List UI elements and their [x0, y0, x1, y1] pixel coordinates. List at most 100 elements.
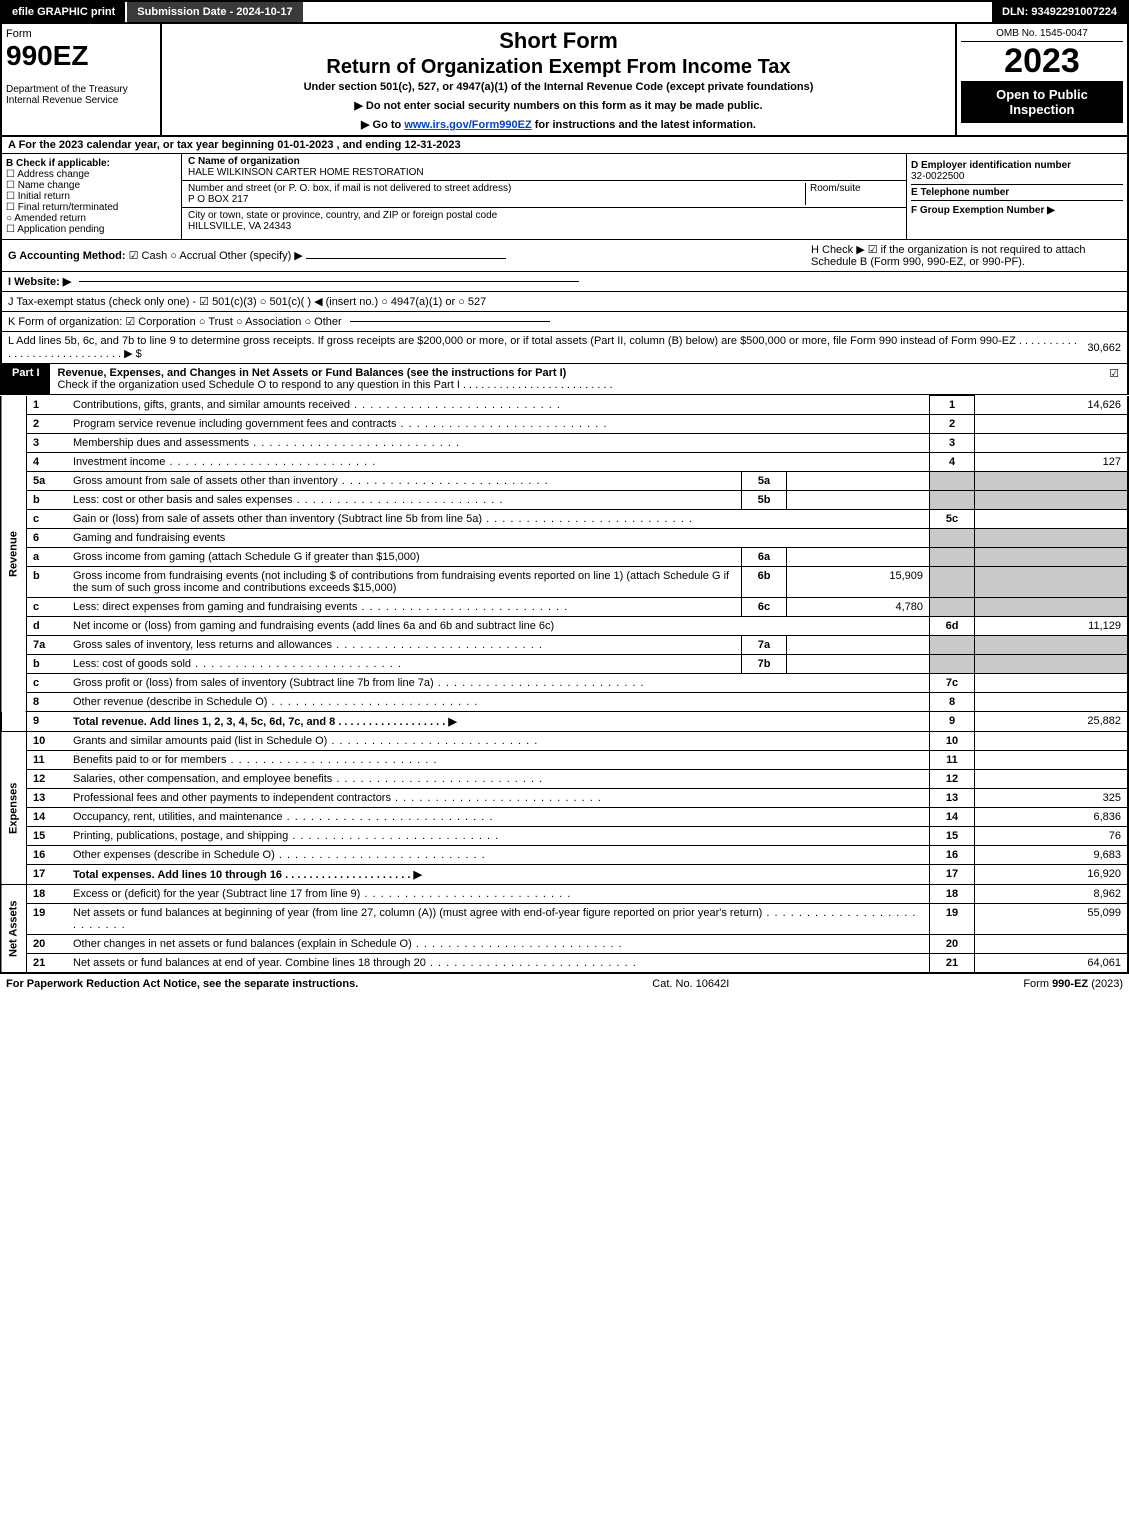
- header-right: OMB No. 1545-0047 2023 Open to Public In…: [957, 24, 1127, 135]
- col-def: D Employer identification number 32-0022…: [907, 154, 1127, 239]
- l5a-bv: [787, 472, 930, 491]
- l-text: L Add lines 5b, 6c, and 7b to line 9 to …: [8, 335, 1079, 360]
- l8-rnum: 8: [930, 693, 975, 712]
- g-other[interactable]: Other (specify) ▶: [219, 250, 303, 262]
- f-group: F Group Exemption Number ▶: [911, 201, 1123, 216]
- l2-desc: Program service revenue including govern…: [67, 415, 930, 434]
- l1-num: 1: [27, 396, 68, 415]
- chk-name-change[interactable]: Name change: [6, 180, 177, 191]
- l15-rnum: 15: [930, 827, 975, 846]
- i-website-input[interactable]: [79, 281, 579, 282]
- chk-amended-return[interactable]: Amended return: [6, 213, 177, 224]
- row-l: L Add lines 5b, 6c, and 7b to line 9 to …: [0, 332, 1129, 364]
- l10-desc: Grants and similar amounts paid (list in…: [67, 732, 930, 751]
- l17-desc: Total expenses. Add lines 10 through 16 …: [67, 865, 930, 885]
- g-other-input[interactable]: [306, 258, 506, 259]
- l11-desc: Benefits paid to or for members: [67, 751, 930, 770]
- omb-number: OMB No. 1545-0047: [961, 28, 1123, 42]
- l6-grey: [930, 529, 975, 548]
- l6c-grey: [930, 598, 975, 617]
- dln-label: DLN: 93492291007224: [992, 2, 1127, 22]
- l5b-desc: Less: cost or other basis and sales expe…: [67, 491, 742, 510]
- row-g-h: G Accounting Method: Cash Accrual Other …: [0, 240, 1129, 272]
- l7a-grey2: [975, 636, 1129, 655]
- part1-check-text: Check if the organization used Schedule …: [58, 379, 613, 391]
- part1-title-text: Revenue, Expenses, and Changes in Net As…: [58, 367, 567, 379]
- l6a-bl: 6a: [742, 548, 787, 567]
- i-label: I Website: ▶: [8, 275, 71, 288]
- form-header: Form 990EZ Department of the Treasury In…: [0, 24, 1129, 137]
- l5a-grey: [930, 472, 975, 491]
- l12-val: [975, 770, 1129, 789]
- vlabel-revenue: Revenue: [1, 396, 27, 712]
- l5a-bl: 5a: [742, 472, 787, 491]
- no-ssn-line: ▶ Do not enter social security numbers o…: [168, 99, 949, 112]
- part1-checkbox[interactable]: ☑: [1101, 364, 1127, 394]
- g-cash[interactable]: Cash: [129, 250, 168, 262]
- l2-rnum: 2: [930, 415, 975, 434]
- l11-num: 11: [27, 751, 68, 770]
- c-street-value: P O BOX 217: [188, 194, 805, 205]
- l7a-bl: 7a: [742, 636, 787, 655]
- l2-num: 2: [27, 415, 68, 434]
- l18-desc: Excess or (deficit) for the year (Subtra…: [67, 885, 930, 904]
- l1-val: 14,626: [975, 396, 1129, 415]
- l15-num: 15: [27, 827, 68, 846]
- section-bcdef: B Check if applicable: Address change Na…: [0, 154, 1129, 240]
- l20-desc: Other changes in net assets or fund bala…: [67, 935, 930, 954]
- c-name-value: HALE WILKINSON CARTER HOME RESTORATION: [188, 167, 900, 178]
- efile-print-button[interactable]: efile GRAPHIC print: [2, 2, 127, 22]
- l6c-desc: Less: direct expenses from gaming and fu…: [67, 598, 742, 617]
- l4-rnum: 4: [930, 453, 975, 472]
- short-form-title: Short Form: [168, 28, 949, 54]
- l7a-desc: Gross sales of inventory, less returns a…: [67, 636, 742, 655]
- form-word: Form: [6, 28, 156, 40]
- chk-final-return[interactable]: Final return/terminated: [6, 202, 177, 213]
- l7a-grey: [930, 636, 975, 655]
- submission-date-button[interactable]: Submission Date - 2024-10-17: [127, 2, 304, 22]
- footer: For Paperwork Reduction Act Notice, see …: [0, 973, 1129, 994]
- k-other-input[interactable]: [350, 321, 550, 322]
- l16-desc: Other expenses (describe in Schedule O): [67, 846, 930, 865]
- l5b-bv: [787, 491, 930, 510]
- l20-val: [975, 935, 1129, 954]
- j-text: J Tax-exempt status (check only one) - ☑…: [8, 295, 486, 308]
- under-section: Under section 501(c), 527, or 4947(a)(1)…: [168, 81, 949, 93]
- g-accrual[interactable]: Accrual: [170, 250, 216, 262]
- l8-num: 8: [27, 693, 68, 712]
- c-city-cell: City or town, state or province, country…: [182, 208, 906, 234]
- l5a-num: 5a: [27, 472, 68, 491]
- l10-rnum: 10: [930, 732, 975, 751]
- l12-rnum: 12: [930, 770, 975, 789]
- l11-val: [975, 751, 1129, 770]
- l7b-bv: [787, 655, 930, 674]
- l5c-desc: Gain or (loss) from sale of assets other…: [67, 510, 930, 529]
- chk-initial-return[interactable]: Initial return: [6, 191, 177, 202]
- l5b-num: b: [27, 491, 68, 510]
- c-name-cell: C Name of organization HALE WILKINSON CA…: [182, 154, 906, 181]
- l17-num: 17: [27, 865, 68, 885]
- chk-application-pending[interactable]: Application pending: [6, 224, 177, 235]
- chk-address-change[interactable]: Address change: [6, 169, 177, 180]
- l7c-rnum: 7c: [930, 674, 975, 693]
- l5a-desc: Gross amount from sale of assets other t…: [67, 472, 742, 491]
- l7b-bl: 7b: [742, 655, 787, 674]
- l5c-val: [975, 510, 1129, 529]
- l19-num: 19: [27, 904, 68, 935]
- l19-val: 55,099: [975, 904, 1129, 935]
- irs-link[interactable]: www.irs.gov/Form990EZ: [404, 119, 531, 131]
- return-title: Return of Organization Exempt From Incom…: [168, 56, 949, 79]
- l5b-grey2: [975, 491, 1129, 510]
- l21-rnum: 21: [930, 954, 975, 973]
- footer-right-c: (2023): [1088, 978, 1123, 990]
- l14-val: 6,836: [975, 808, 1129, 827]
- d-ein-value: 32-0022500: [911, 171, 1123, 182]
- header-center: Short Form Return of Organization Exempt…: [162, 24, 957, 135]
- l6b-bv: 15,909: [787, 567, 930, 598]
- part1-title: Revenue, Expenses, and Changes in Net As…: [50, 364, 1102, 394]
- footer-right-a: Form: [1023, 978, 1052, 990]
- row-j: J Tax-exempt status (check only one) - ☑…: [0, 292, 1129, 312]
- c-city-label: City or town, state or province, country…: [188, 210, 900, 221]
- part1-header: Part I Revenue, Expenses, and Changes in…: [0, 364, 1129, 395]
- row-i: I Website: ▶: [0, 272, 1129, 292]
